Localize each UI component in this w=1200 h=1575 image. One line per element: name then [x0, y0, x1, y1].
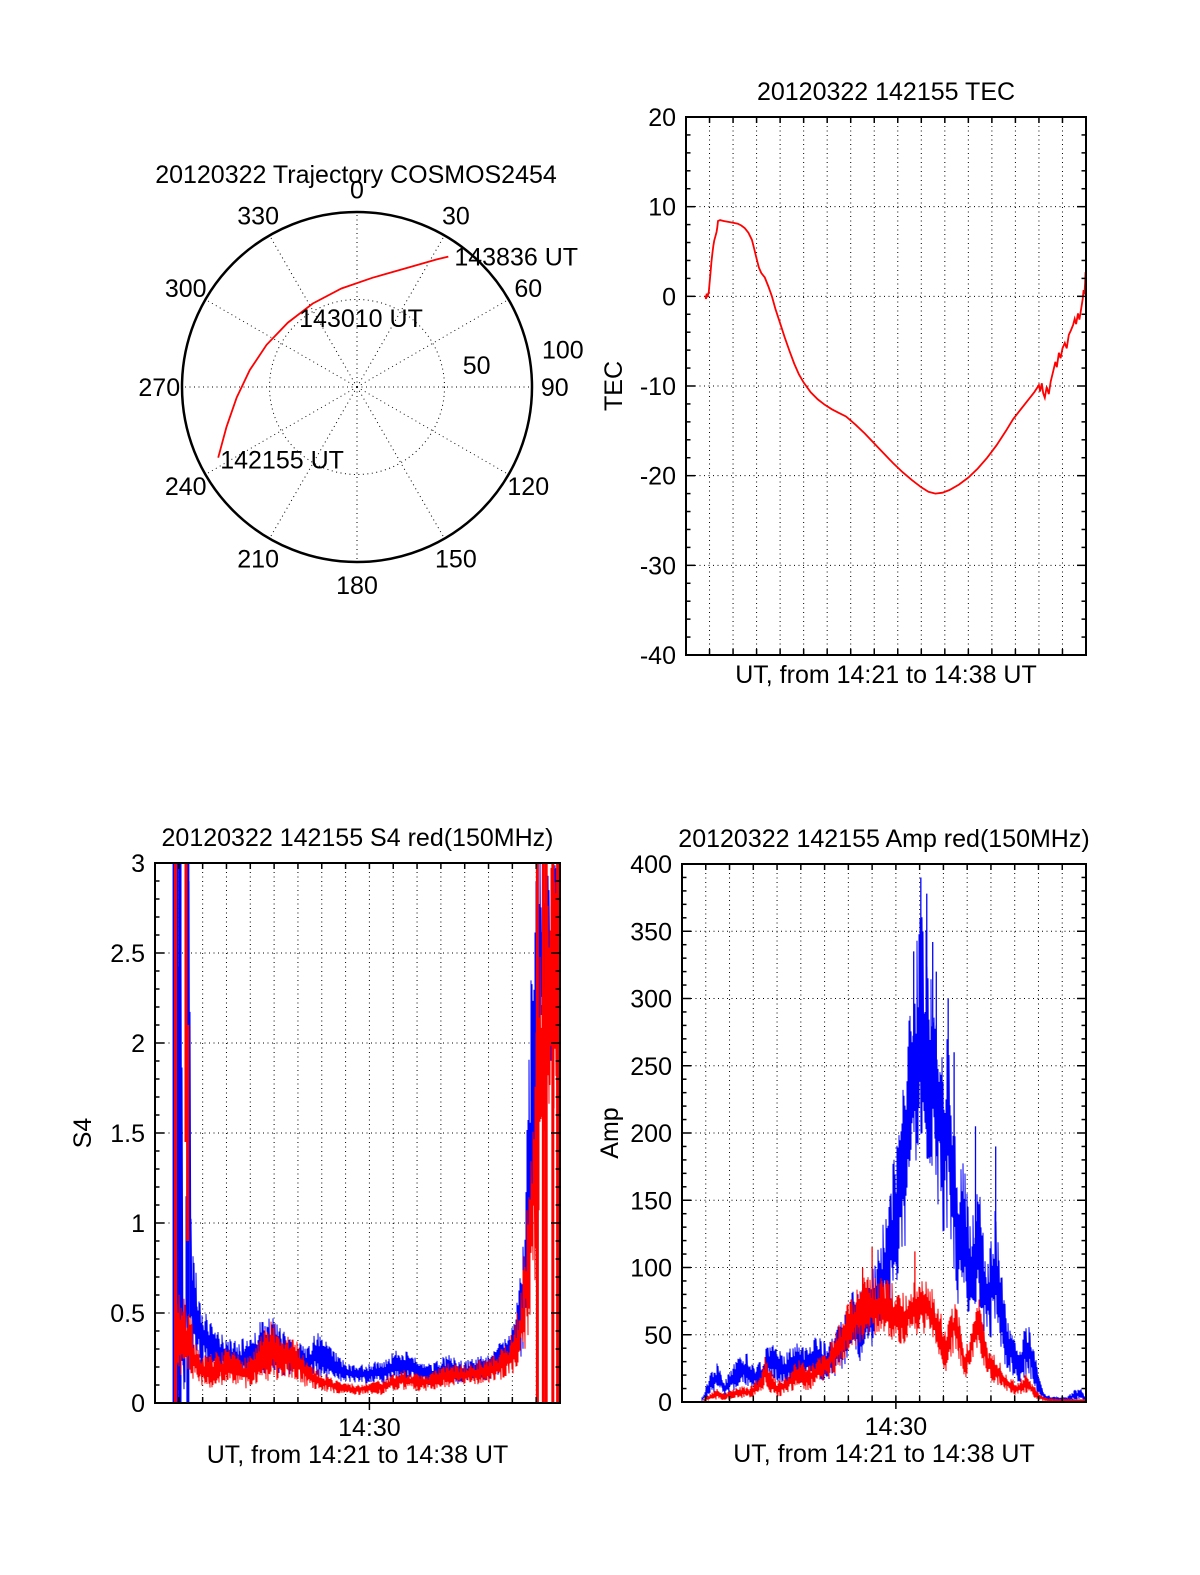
- tec-plot: 20 10 0 -10 -20 -30 -40 20120322 142155 TEC UT, …: [600, 78, 1087, 689]
- polar-ring: [269, 299, 445, 475]
- trajectory-annotation: 143010 UT: [299, 305, 423, 333]
- amp-title: 20120322 142155 Amp red(150MHz): [678, 825, 1089, 853]
- amp-plot: 400 350 300 250 200 150 100 50 0 20120322 142155 …: [596, 825, 1090, 1468]
- polar-angle-label: 0: [350, 176, 364, 204]
- polar-spoke: [356, 386, 445, 539]
- tec-ticks: [686, 116, 1086, 656]
- trajectory-annotation: 142155 UT: [220, 447, 344, 475]
- polar-angle-label: 330: [237, 203, 279, 231]
- tec-ytick-label: -30: [640, 552, 676, 580]
- polar-angle-label: 270: [138, 374, 180, 402]
- tec-ytick-label: -40: [640, 642, 676, 670]
- s4-plot: 3 2.5 2 1.5 1 0.5 0 20120322 142155 S4 red(150M…: [69, 824, 561, 1469]
- polar-angle-label: 210: [237, 545, 279, 573]
- amp-ticks: [682, 863, 1086, 1409]
- amp-ytick-label: 250: [630, 1053, 672, 1081]
- s4-blue-trace: [173, 863, 560, 1391]
- s4-title: 20120322 142155 S4 red(150MHz): [162, 824, 554, 852]
- s4-grid: [155, 863, 560, 1403]
- amp-ytick-label: 150: [630, 1187, 672, 1215]
- tec-ytick-label: 20: [648, 104, 676, 132]
- tec-title: 20120322 142155 TEC: [757, 78, 1015, 106]
- polar-radial-label: 50: [463, 352, 491, 380]
- polar-angle-label: 240: [165, 473, 207, 501]
- polar-title: 20120322 Trajectory COSMOS2454: [155, 161, 557, 189]
- trajectory-path: [217, 255, 449, 458]
- polar-angle-label: 180: [336, 572, 378, 600]
- amp-ytick-label: 350: [630, 918, 672, 946]
- tec-xlabel: UT, from 14:21 to 14:38 UT: [735, 661, 1037, 689]
- tec-red-trace: [704, 219, 1086, 495]
- amp-red-trace: [703, 1277, 1086, 1402]
- polar-angle-label: 150: [435, 545, 477, 573]
- tec-ytick-label: 10: [648, 194, 676, 222]
- s4-xlabel: UT, from 14:21 to 14:38 UT: [207, 1441, 509, 1469]
- amp-ytick-label: 400: [630, 851, 672, 879]
- amp-xlabel: UT, from 14:21 to 14:38 UT: [733, 1440, 1035, 1468]
- s4-ticks: [155, 862, 560, 1410]
- tec-ytick-label: -20: [640, 463, 676, 491]
- polar-angle-label: 120: [507, 473, 549, 501]
- polar-plot: 0 30 60 90 120 150 180 210 240 270 300 330 50 100 1421…: [138, 161, 583, 600]
- s4-ytick-label: 1: [131, 1210, 145, 1238]
- tec-axes-box: [685, 116, 1087, 656]
- s4-ytick-label: 0.5: [110, 1300, 145, 1328]
- amp-xtick-label: 14:30: [865, 1413, 928, 1441]
- s4-red-trace: [174, 867, 560, 1395]
- amp-ylabel: Amp: [596, 1107, 624, 1158]
- polar-angle-label: 60: [514, 275, 542, 303]
- polar-angle-label: 300: [165, 275, 207, 303]
- s4-ytick-label: 0: [131, 1390, 145, 1418]
- s4-ytick-label: 1.5: [110, 1120, 145, 1148]
- s4-xtick-label: 14:30: [338, 1414, 401, 1442]
- tec-ytick-label: 0: [662, 283, 676, 311]
- amp-ytick-label: 300: [630, 986, 672, 1014]
- s4-ytick-label: 2: [131, 1030, 145, 1058]
- tec-grid: [686, 117, 1086, 655]
- s4-ytick-label: 3: [131, 850, 145, 878]
- amp-ytick-label: 100: [630, 1255, 672, 1283]
- amp-ytick-label: 200: [630, 1120, 672, 1148]
- amp-ytick-label: 0: [658, 1389, 672, 1417]
- polar-outer-circle: [180, 210, 534, 564]
- polar-angle-label: 90: [541, 374, 569, 402]
- amp-ytick-label: 50: [644, 1322, 672, 1350]
- s4-ytick-label: 2.5: [110, 940, 145, 968]
- tec-ytick-label: -10: [640, 373, 676, 401]
- polar-radial-label: 100: [542, 337, 584, 365]
- tec-ylabel: TEC: [600, 361, 628, 411]
- polar-angle-label: 30: [442, 203, 470, 231]
- trajectory-annotation: 143836 UT: [454, 244, 578, 272]
- s4-ylabel: S4: [69, 1118, 97, 1149]
